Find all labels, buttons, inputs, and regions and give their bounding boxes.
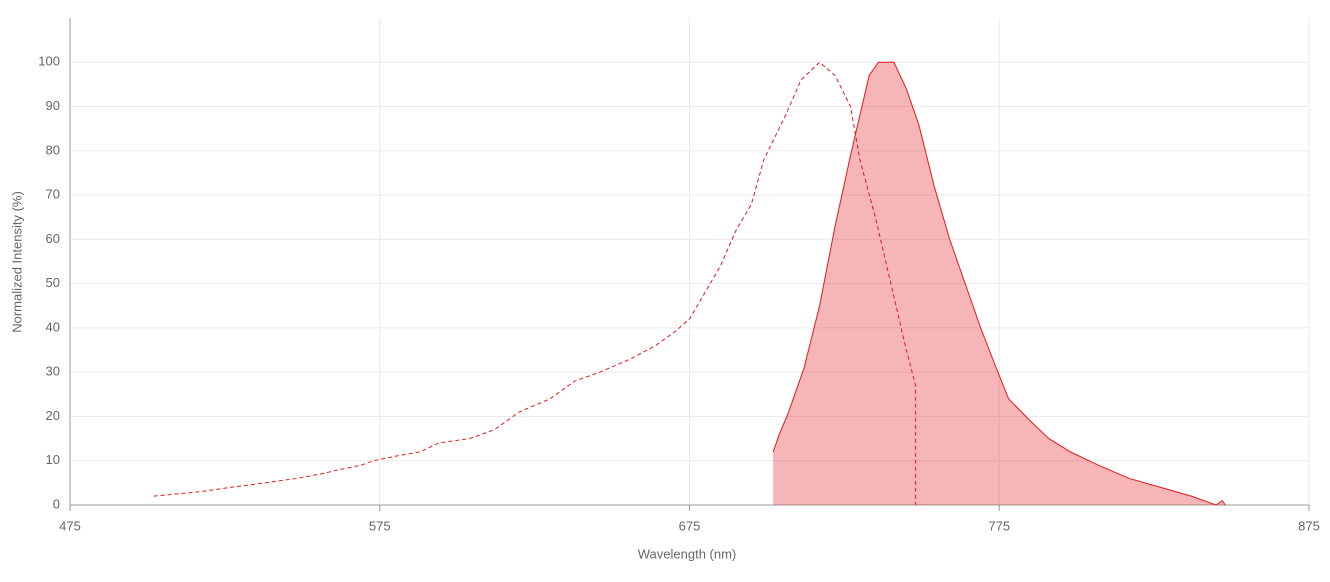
y-tick-label: 70 [46, 187, 60, 202]
y-tick-label: 60 [46, 231, 60, 246]
y-tick-label: 100 [38, 54, 60, 69]
y-tick-label: 40 [46, 319, 60, 334]
line [153, 61, 917, 505]
line [772, 61, 1226, 506]
y-tick-label: 90 [46, 98, 60, 113]
y-tick-label: 50 [46, 275, 60, 290]
y-tick-label: 80 [46, 142, 60, 157]
y-tick-label: 0 [53, 496, 60, 511]
x-tick-label: 475 [59, 518, 81, 533]
x-tick-label: 675 [679, 518, 701, 533]
y-tick-label: 10 [46, 452, 60, 467]
y-tick-label: 20 [46, 408, 60, 423]
area [773, 62, 1226, 505]
y-axis-label: Normalized Intensity (%) [9, 191, 24, 333]
x-axis-label: Wavelength (nm) [638, 546, 737, 561]
y-tick-label: 30 [46, 364, 60, 379]
x-tick-label: 575 [369, 518, 391, 533]
x-tick-label: 875 [1298, 518, 1320, 533]
x-tick-label: 775 [988, 518, 1010, 533]
